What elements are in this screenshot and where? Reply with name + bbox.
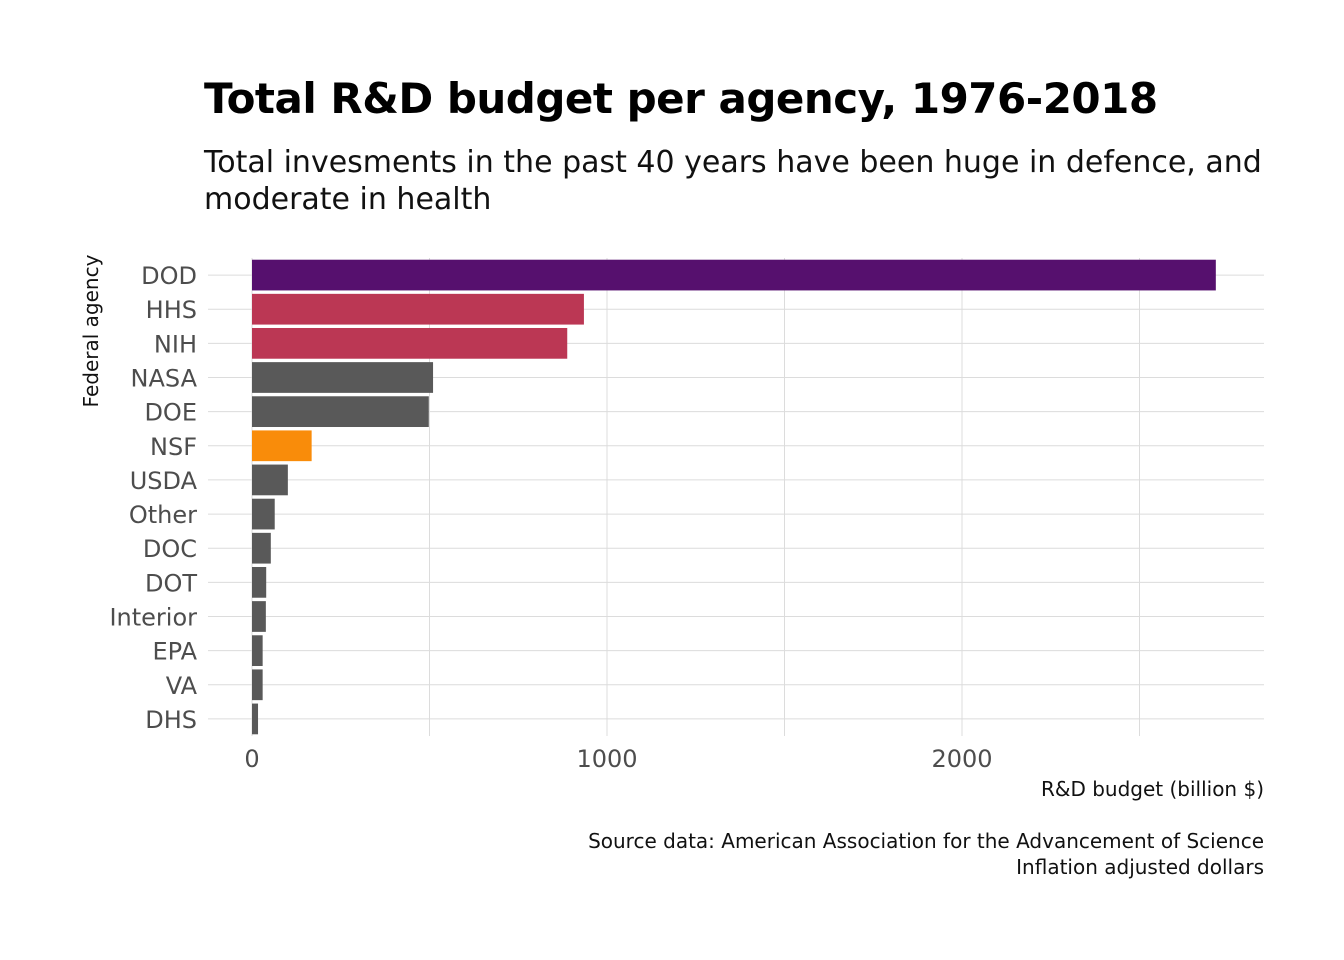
caption-line-note: Inflation adjusted dollars: [1016, 855, 1264, 879]
bar-nasa: [252, 362, 434, 393]
bar-epa: [252, 635, 263, 667]
bar-va: [252, 669, 263, 701]
y-tick-label-va: VA: [166, 672, 198, 700]
bar-hhs: [252, 293, 584, 325]
bar-dod: [252, 259, 1216, 291]
bar-doc: [252, 532, 271, 564]
bar-interior: [252, 601, 266, 632]
bar-nsf: [252, 430, 312, 462]
chart-title: Total R&D budget per agency, 1976-2018: [204, 74, 1158, 123]
y-tick-label-dot: DOT: [145, 569, 197, 597]
bar-dhs: [252, 703, 259, 735]
x-axis-label: R&D budget (billion $): [1040, 777, 1264, 801]
y-tick-label-hhs: HHS: [146, 296, 197, 324]
x-tick-label: 2000: [931, 745, 992, 773]
y-tick-label-doc: DOC: [143, 535, 197, 563]
bar-dot: [252, 566, 267, 598]
bar-doe: [252, 396, 429, 428]
y-tick-label-nasa: NASA: [131, 365, 198, 393]
bar-usda: [252, 464, 288, 496]
x-tick-label: 0: [244, 745, 259, 773]
y-tick-label-dhs: DHS: [145, 706, 197, 734]
caption-line-source: Source data: American Association for th…: [588, 829, 1264, 853]
y-tick-label-nsf: NSF: [150, 433, 197, 461]
y-tick-label-dod: DOD: [141, 262, 197, 290]
bar-other: [252, 498, 275, 530]
y-tick-label-doe: DOE: [144, 399, 197, 427]
y-tick-label-interior: Interior: [109, 604, 197, 632]
x-tick-label: 1000: [576, 745, 637, 773]
chart-caption: Source data: American Association for th…: [588, 828, 1264, 880]
y-tick-label-other: Other: [129, 501, 197, 529]
bar-nih: [252, 327, 568, 359]
y-tick-label-usda: USDA: [130, 467, 198, 495]
y-tick-label-epa: EPA: [152, 638, 197, 666]
chart-subtitle: Total invesments in the past 40 years ha…: [204, 145, 1262, 217]
y-tick-label-nih: NIH: [154, 330, 197, 358]
